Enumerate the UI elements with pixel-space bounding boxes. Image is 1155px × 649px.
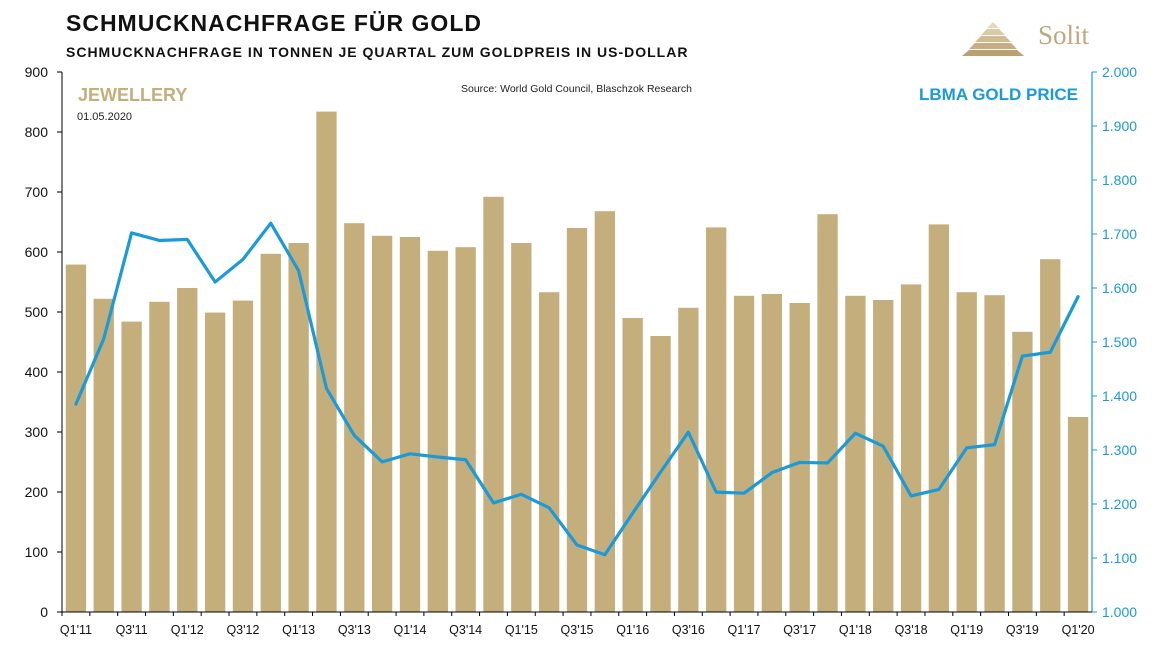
bar — [845, 295, 866, 612]
jewellery-label: JEWELLERY — [78, 85, 187, 105]
solit-logo: Solit — [958, 18, 1148, 58]
left-tick-label: 400 — [25, 364, 49, 380]
bar — [928, 224, 950, 612]
left-tick-label: 200 — [25, 484, 49, 500]
bar — [455, 247, 476, 612]
bar — [121, 321, 142, 612]
bar — [984, 295, 1005, 612]
bar — [149, 301, 170, 612]
bar — [232, 300, 254, 612]
bar — [427, 250, 448, 613]
logo-text: Solit — [1038, 20, 1090, 50]
x-tick-label: Q3'11 — [116, 623, 148, 637]
bar — [1012, 331, 1033, 612]
x-tick-label: Q1'20 — [1062, 623, 1095, 637]
x-tick-label: Q1'13 — [282, 623, 315, 637]
bar — [260, 253, 281, 613]
x-tick-label: Q1'14 — [393, 623, 426, 637]
page-subtitle: SCHMUCKNACHFRAGE IN TONNEN JE QUARTAL ZU… — [66, 44, 689, 60]
right-tick-label: 1.800 — [1102, 172, 1137, 188]
bar — [65, 264, 87, 612]
right-tick-label: 2.000 — [1102, 64, 1137, 80]
right-tick-label: 1.200 — [1102, 496, 1137, 512]
right-tick-label: 1.300 — [1102, 442, 1137, 458]
page-title: SCHMUCKNACHFRAGE FÜR GOLD — [66, 10, 482, 36]
right-tick-label: 1.500 — [1102, 334, 1137, 350]
x-tick-label: Q3'19 — [1006, 623, 1039, 637]
x-tick-label: Q3'16 — [672, 623, 705, 637]
bar — [483, 196, 504, 613]
bar — [873, 300, 894, 612]
bar — [594, 211, 615, 612]
x-tick-label: Q3'14 — [449, 623, 482, 637]
bar — [288, 243, 309, 612]
right-tick-label: 1.000 — [1102, 604, 1137, 620]
right-tick-label: 1.900 — [1102, 118, 1137, 134]
right-tick-label: 1.100 — [1102, 550, 1137, 566]
x-tick-label: Q1'17 — [728, 623, 761, 637]
pyramid-logo-icon — [962, 22, 1024, 56]
bar — [706, 227, 727, 612]
right-axis: 1.000 1.100 1.200 1.300 1.400 1.500 1.600 1.700… — [1091, 64, 1137, 620]
left-tick-label: 300 — [25, 424, 49, 440]
bar — [177, 288, 198, 612]
x-tick-label: Q3'13 — [338, 623, 371, 637]
bar — [733, 295, 755, 612]
x-tick-label: Q1'12 — [171, 623, 204, 637]
bar — [1040, 259, 1061, 612]
bar — [956, 292, 977, 612]
bar — [1067, 417, 1089, 612]
x-tick-label: Q1'11 — [60, 623, 92, 637]
bar — [566, 228, 588, 612]
left-axis: 0 100 200 300 400 500 600 700 800 900 — [25, 64, 63, 620]
bar — [399, 237, 421, 612]
bar — [900, 284, 922, 612]
left-tick-label: 100 — [25, 544, 49, 560]
left-tick-label: 500 — [25, 304, 49, 320]
bar — [622, 318, 643, 612]
x-tick-label: Q3'18 — [895, 623, 928, 637]
bar — [204, 312, 226, 612]
left-tick-label: 600 — [25, 244, 49, 260]
gold-price-label: LBMA GOLD PRICE — [919, 85, 1078, 104]
bar — [316, 111, 337, 612]
line-series-gold-price — [74, 221, 1080, 557]
left-tick-label: 800 — [25, 124, 49, 140]
left-tick-label: 700 — [25, 184, 49, 200]
right-tick-label: 1.600 — [1102, 280, 1137, 296]
left-tick-label: 900 — [25, 64, 49, 80]
x-tick-label: Q1'15 — [505, 623, 538, 637]
x-tick-label: Q3'17 — [783, 623, 816, 637]
bar — [761, 294, 783, 612]
bar — [678, 307, 699, 612]
x-tick-label: Q1'19 — [950, 623, 983, 637]
bar-series-jewellery — [65, 111, 1089, 613]
x-tick-label: Q1'18 — [839, 623, 872, 637]
source-label: Source: World Gold Council, Blaschzok Re… — [461, 83, 692, 95]
x-tick-label: Q3'12 — [226, 623, 259, 637]
x-axis: Q1'11 Q3'11 Q1'12 Q3'12 Q1'13 Q3'13 Q1'14 Q3'14… — [60, 611, 1095, 637]
bar — [93, 298, 114, 612]
right-tick-label: 1.700 — [1102, 226, 1137, 242]
bar — [511, 243, 532, 612]
bar — [817, 214, 838, 612]
x-tick-label: Q3'15 — [561, 623, 594, 637]
bar — [344, 223, 365, 612]
left-tick-label: 0 — [40, 604, 48, 620]
date-label: 01.05.2020 — [77, 111, 132, 123]
bar — [789, 303, 810, 612]
x-tick-label: Q1'16 — [616, 623, 649, 637]
right-tick-label: 1.400 — [1102, 388, 1137, 404]
bar — [371, 235, 393, 613]
bar — [539, 292, 560, 612]
